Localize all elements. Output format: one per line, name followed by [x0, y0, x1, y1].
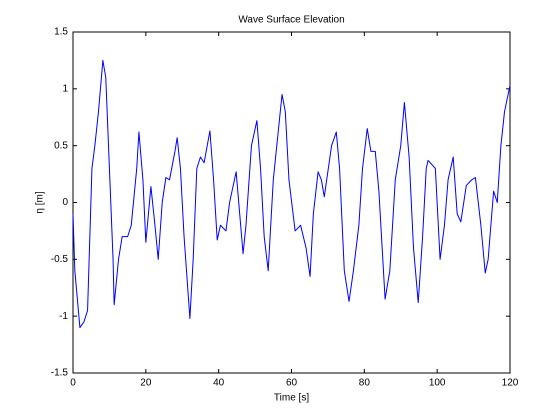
x-axis-label: Time [s]	[274, 393, 309, 404]
y-tick-label: 1.5	[54, 27, 68, 38]
y-tick-label: 0	[62, 197, 68, 208]
y-tick-label: -0.5	[51, 254, 69, 265]
x-tick-label: 60	[286, 378, 298, 389]
y-tick-label: 0.5	[54, 140, 68, 151]
line-series	[72, 59, 511, 329]
x-tick-label: 40	[213, 378, 225, 389]
y-tick-label: -1	[59, 311, 68, 322]
x-tick-label: 0	[70, 378, 76, 389]
y-axis-label: η [m]	[35, 191, 46, 213]
x-tick-label: 20	[140, 378, 152, 389]
x-tick-label: 80	[359, 378, 371, 389]
chart-title: Wave Surface Elevation	[238, 15, 344, 26]
y-tick-label: -1.5	[51, 368, 69, 379]
y-tick-label: 1	[62, 83, 68, 94]
x-tick-label: 100	[429, 378, 446, 389]
x-tick-label: 120	[502, 378, 519, 389]
